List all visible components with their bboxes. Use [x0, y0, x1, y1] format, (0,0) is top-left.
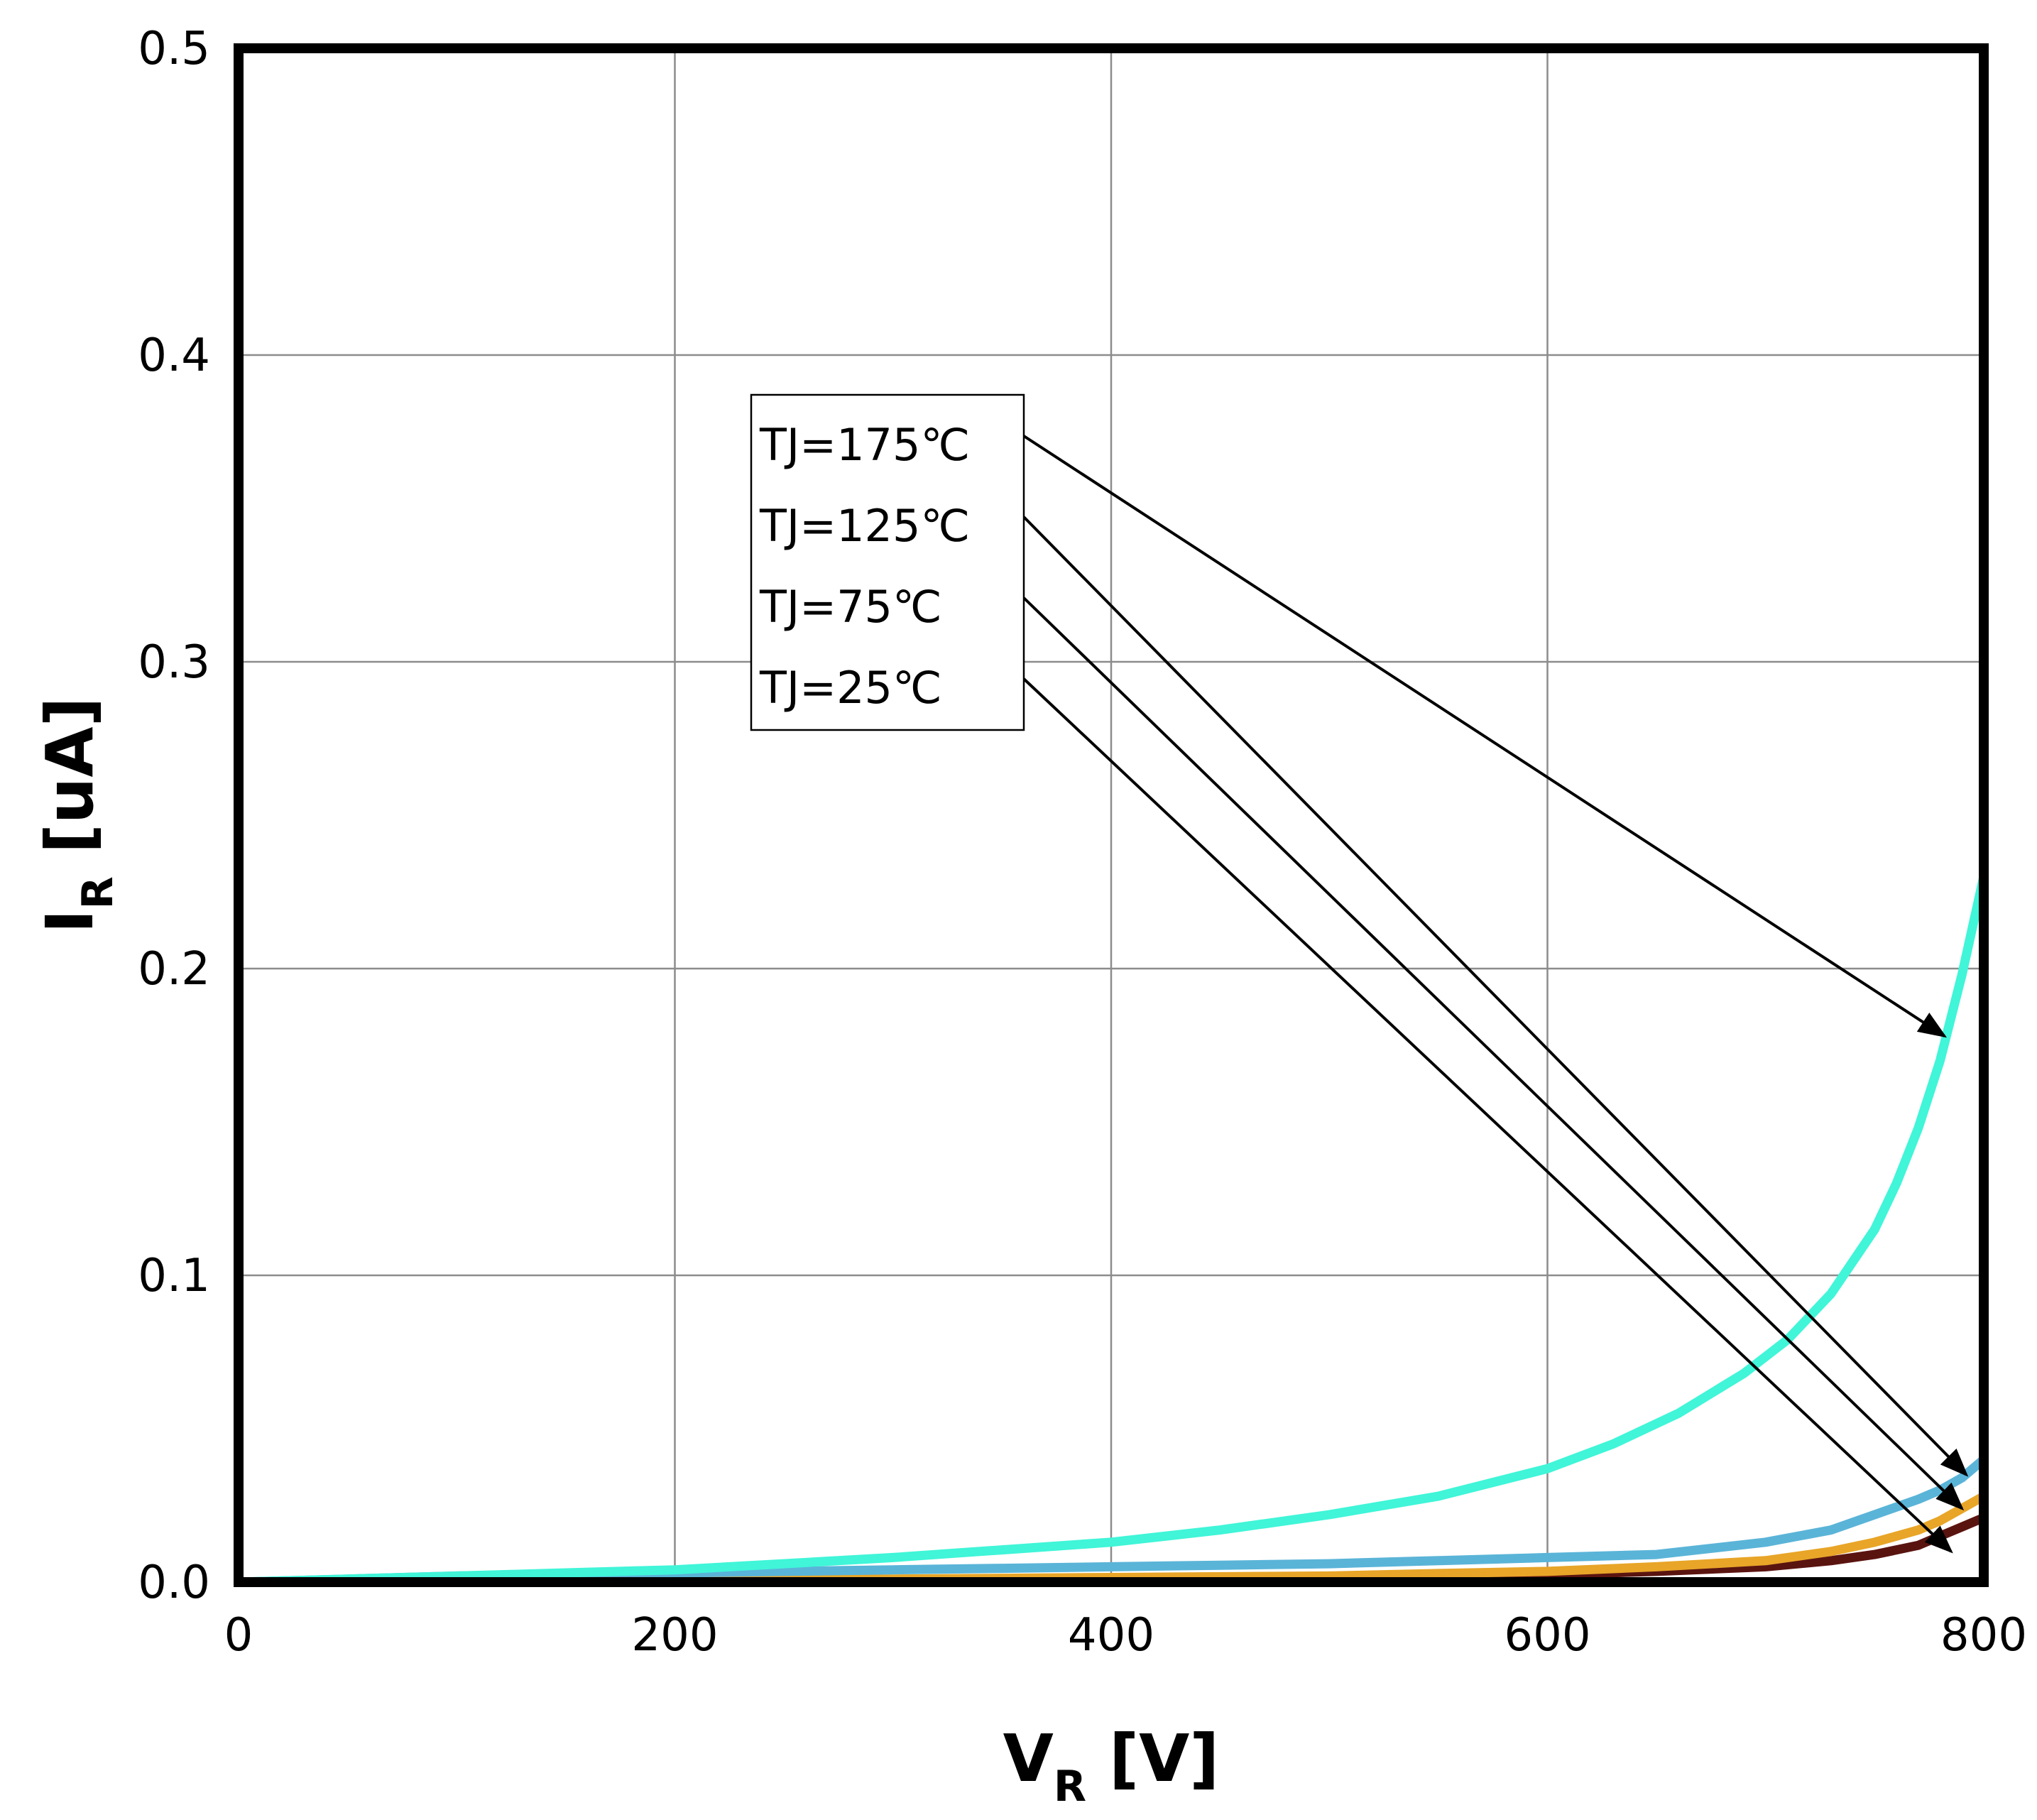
- x-tick-label: 0: [224, 1609, 253, 1662]
- legend-arrow: [1022, 516, 1969, 1477]
- y-tick-label: 0.3: [138, 636, 210, 689]
- x-tick-label: 200: [631, 1609, 718, 1662]
- legend-box: [750, 393, 1025, 731]
- legend-arrow: [1022, 677, 1953, 1554]
- x-tick-labels: 0 200 400 600 800: [224, 1609, 2027, 1662]
- series-line-tj-175: [234, 871, 1989, 1587]
- legend: TJ=175℃ TJ=125℃ TJ=75℃ TJ=25℃: [750, 393, 1025, 731]
- y-tick-label: 0.2: [138, 943, 210, 996]
- legend-arrow: [1022, 435, 1948, 1038]
- legend-label: TJ=75℃: [759, 581, 942, 633]
- x-tick-label: 600: [1504, 1609, 1590, 1662]
- legend-arrows: [1022, 435, 1969, 1554]
- y-tick-label: 0.1: [138, 1250, 210, 1302]
- legend-label: TJ=25℃: [759, 662, 942, 714]
- plot-frame: [234, 43, 1989, 1587]
- y-tick-labels: 0.0 0.1 0.2 0.3 0.4 0.5: [138, 23, 210, 1609]
- legend-label: TJ=125℃: [759, 500, 970, 552]
- y-tick-label: 0.0: [138, 1557, 210, 1609]
- x-tick-label: 800: [1940, 1609, 2027, 1662]
- legend-label: TJ=175℃: [759, 419, 970, 471]
- x-axis-title: VR [V]: [1003, 1721, 1220, 1811]
- grid-lines: [237, 47, 1985, 1584]
- y-axis-title: IR [uA]: [32, 697, 123, 933]
- legend-arrow: [1022, 596, 1965, 1511]
- y-tick-label: 0.4: [138, 329, 210, 382]
- y-tick-label: 0.5: [138, 23, 210, 75]
- x-tick-label: 400: [1068, 1609, 1154, 1662]
